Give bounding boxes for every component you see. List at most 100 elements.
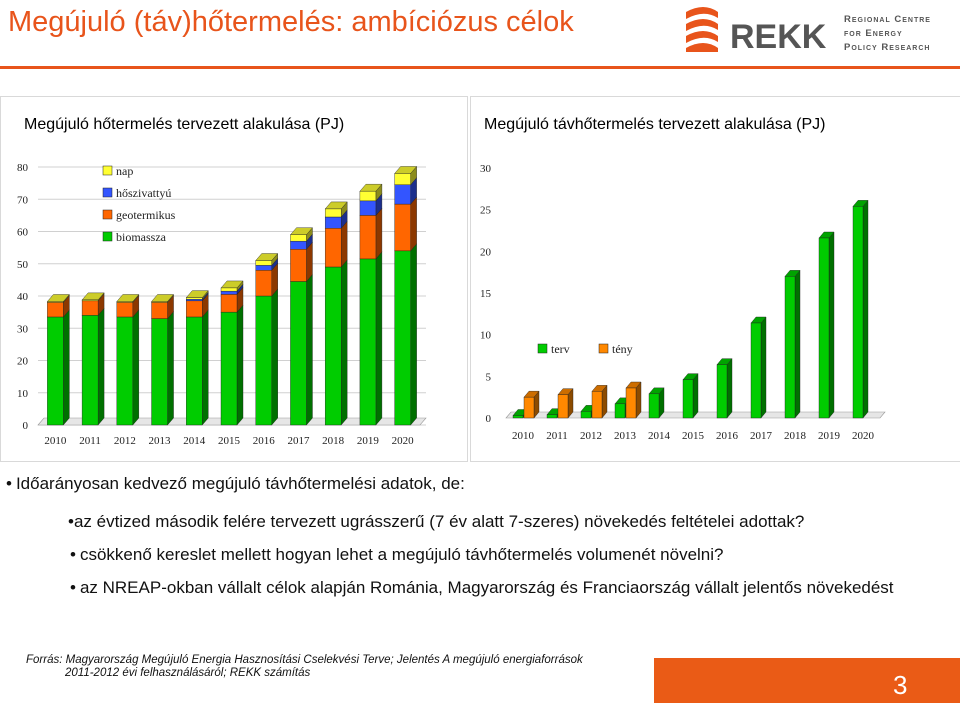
legend-label: tény	[612, 342, 633, 356]
bar-2012-nap-front	[116, 301, 134, 303]
bar-2019-biomassza	[359, 251, 383, 426]
bar-2019-geotermikus-side	[375, 207, 383, 260]
slide-title: Megújuló (táv)hőtermelés: ambíciózus cél…	[8, 6, 574, 38]
bar-2011-terv-front	[546, 414, 558, 419]
legend-swatch	[102, 187, 113, 198]
bar-2015-terv-side	[692, 373, 699, 419]
legend-label: terv	[551, 342, 570, 356]
sub-bullet-1-text: az évtized második felére tervezett ugrá…	[73, 512, 805, 531]
bar-2015-hőszivattyú-front	[220, 290, 238, 295]
x-tick-label: 2015	[218, 435, 241, 447]
bar-2019-nap	[359, 183, 383, 202]
bar-2020-biomassza	[394, 243, 418, 426]
bar-2015-nap	[220, 280, 244, 292]
x-tick-label: 2012	[580, 430, 602, 442]
bar-2019-terv	[818, 231, 835, 419]
x-tick-label: 2017	[750, 430, 773, 442]
sub-bullet-3-text: az NREAP-okban vállalt célok alapján Rom…	[79, 578, 894, 597]
right-chart-panel	[470, 96, 960, 462]
bar-2014-hőszivattyú-front	[186, 299, 203, 302]
bar-2015-biomassza-side	[236, 304, 244, 426]
source-line-2: 2011-2012 évi felhasználásáról; REKK szá…	[65, 667, 311, 679]
legend-swatch	[102, 231, 113, 242]
bar-2015-nap-front	[220, 287, 238, 292]
logo-text: REKK	[730, 18, 827, 56]
bar-2014-terv	[648, 387, 665, 419]
bar-2017-biomassza-side	[306, 273, 313, 426]
heat-production-chart: 0 10 20 30 40 50 60 70 80 2010 2011 2012 2013 2014 201…	[17, 162, 427, 447]
bar-2013-nap	[151, 293, 174, 303]
bar-2016-hőszivattyú-front	[255, 265, 272, 271]
x-tick-label: 2019	[357, 435, 380, 447]
page-number-box	[654, 658, 960, 703]
bar-2018-geotermikus-front	[324, 228, 342, 268]
sub-bullet-2-text: csökkenő kereslet mellett hogyan lehet a…	[79, 545, 724, 564]
bar-2013-nap-front	[151, 301, 168, 303]
bar-2015-terv-front	[682, 379, 694, 419]
x-tick-label: 2010	[44, 435, 67, 447]
bar-2012-tény-front	[591, 391, 603, 419]
bar-2020-biomassza-front	[394, 250, 411, 426]
x-tick-label: 2015	[682, 430, 705, 442]
sub-bullet-1: •az évtized második felére tervezett ugr…	[68, 511, 938, 533]
bar-2010-nap	[46, 293, 70, 303]
y-tick-label: 10	[480, 330, 492, 342]
x-tick-label: 2014	[183, 435, 206, 447]
page-number: 3	[893, 670, 908, 700]
x-tick-label: 2019	[818, 430, 841, 442]
bar-2014-biomassza-side	[202, 309, 209, 426]
bar-2016-biomassza-front	[255, 295, 272, 426]
bar-2015-geotermikus-front	[220, 294, 238, 313]
district-heating-chart: 0 5 10 15 20 25 30 2010 2011 2012 2013 2014 2015 2016…	[480, 163, 886, 442]
y-tick-label: 40	[17, 291, 29, 303]
y-tick-label: 30	[480, 163, 492, 175]
bar-2018-biomassza-side	[340, 259, 348, 426]
bar-2012-biomassza	[116, 309, 140, 426]
legend-swatch	[537, 343, 548, 354]
bar-2020-geotermikus-front	[394, 203, 411, 252]
bar-2011-biomassza	[81, 307, 105, 426]
bar-2018-terv	[784, 269, 801, 419]
x-tick-label: 2018	[784, 430, 807, 442]
bar-2011-nap-front	[81, 299, 99, 302]
bar-2016-nap	[255, 252, 279, 266]
logo-tagline-2: for Energy	[844, 28, 903, 39]
bar-2016-nap-front	[255, 260, 272, 266]
bar-2017-geotermikus-front	[290, 249, 307, 282]
bar-2012-tény	[591, 384, 608, 419]
bar-2019-terv-front	[818, 237, 830, 419]
bar-2018-biomassza-front	[324, 266, 342, 426]
bar-2013-biomassza-side	[167, 311, 174, 426]
bar-2020-nap-front	[394, 173, 411, 185]
legend-label: hőszivattyú	[116, 186, 171, 200]
bar-2014-biomassza-front	[186, 316, 203, 426]
x-tick-label: 2018	[322, 435, 345, 447]
bar-2015-biomassza	[220, 304, 244, 426]
x-tick-label: 2014	[648, 430, 671, 442]
logo-tagline-3: Policy Research	[844, 42, 930, 53]
bullet-dot: •	[70, 545, 76, 564]
bar-2012-terv-front	[580, 411, 592, 419]
x-tick-label: 2020	[852, 430, 875, 442]
x-tick-label: 2010	[512, 430, 535, 442]
bar-2020-geotermikus-side	[410, 196, 417, 252]
y-tick-label: 50	[17, 259, 29, 271]
y-tick-label: 30	[17, 323, 29, 335]
bar-2017-biomassza	[290, 273, 313, 426]
left-chart-title: Megújuló hőtermelés tervezett alakulása …	[24, 116, 345, 133]
bar-2020-geotermikus	[394, 196, 418, 252]
x-tick-label: 2011	[79, 435, 101, 447]
bar-2010-tény-front	[523, 396, 535, 419]
x-tick-label: 2013	[614, 430, 637, 442]
bar-2013-biomassza-front	[151, 318, 168, 426]
bar-2013-tény	[625, 381, 642, 419]
y-tick-label: 25	[480, 205, 492, 217]
bar-2014-nap-front	[186, 297, 203, 300]
bar-2010-terv-front	[512, 415, 524, 419]
bar-2012-geotermikus-front	[116, 302, 134, 318]
bar-2010-biomassza-front	[47, 316, 64, 426]
main-bullet-text: Időarányosan kedvező megújuló távhőterme…	[15, 474, 465, 493]
bullet-dot: •	[68, 512, 74, 531]
bar-2016-geotermikus-front	[255, 269, 272, 297]
bar-2020-hőszivattyú-front	[394, 184, 411, 205]
